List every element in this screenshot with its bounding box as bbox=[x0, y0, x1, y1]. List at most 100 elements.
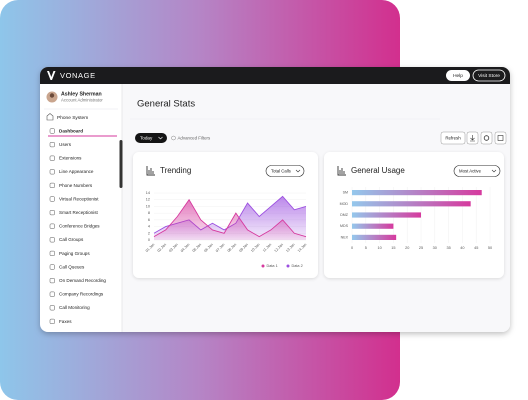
help-label[interactable]: Help bbox=[453, 73, 463, 79]
y-tick-label: 0 bbox=[148, 238, 150, 242]
store-label[interactable]: Visit Store bbox=[478, 73, 500, 79]
bar bbox=[352, 201, 471, 207]
x-tick-label: 40 bbox=[460, 246, 464, 250]
x-tick-label: 45 bbox=[474, 246, 478, 250]
x-tick-label: 25 bbox=[419, 246, 423, 250]
usage-chart: General Usage Most Active 0 5 10 15 20 25 30 35 40… bbox=[337, 165, 501, 250]
user-role: Account Administrator bbox=[61, 98, 103, 103]
trending-card bbox=[133, 152, 318, 278]
nav-item[interactable]: Phone Numbers bbox=[59, 183, 93, 188]
chevron bbox=[491, 169, 497, 173]
nav-item[interactable]: Virtual Receptionist bbox=[59, 196, 99, 201]
nav-item[interactable]: Faxes bbox=[59, 319, 72, 324]
logo-mark bbox=[47, 71, 56, 80]
x-tick-label: 07 Jan bbox=[215, 243, 225, 253]
card-title: General Usage bbox=[351, 166, 405, 175]
nav-icon bbox=[49, 182, 55, 188]
x-tick-label: 12 Jan bbox=[274, 243, 284, 253]
date-filter-label[interactable]: Today bbox=[140, 135, 153, 140]
download-icon bbox=[470, 135, 475, 142]
page-title: General Stats bbox=[137, 99, 195, 110]
legend-label: Data 2 bbox=[292, 264, 303, 268]
nav-item[interactable]: Call Queues bbox=[59, 264, 85, 269]
x-tick-label: 06 Jan bbox=[203, 243, 213, 253]
filter-icon bbox=[171, 135, 176, 141]
store-button[interactable] bbox=[472, 69, 506, 82]
nav-icon bbox=[49, 128, 55, 134]
chevron bbox=[295, 169, 301, 173]
nav-icon bbox=[49, 210, 55, 216]
x-tick-label: 03 Jan bbox=[168, 243, 178, 253]
refresh-button[interactable] bbox=[440, 131, 466, 145]
x-tick-label: 04 Jan bbox=[180, 243, 190, 253]
x-tick-label: 14 Jan bbox=[297, 243, 307, 253]
nav-item[interactable]: Dashboard bbox=[59, 128, 83, 133]
bar bbox=[352, 223, 394, 229]
nav-icon bbox=[49, 237, 55, 243]
nav-icon bbox=[49, 278, 55, 284]
y-tick-label: SM bbox=[343, 191, 348, 195]
x-tick-label: 02 Jan bbox=[157, 243, 167, 253]
nav-item[interactable]: Extensions bbox=[59, 156, 82, 161]
y-tick-label: MOD bbox=[340, 202, 349, 206]
nav-item[interactable]: Paging Groups bbox=[59, 251, 90, 256]
y-tick-label: NEX bbox=[341, 235, 349, 239]
nav-item[interactable]: Call Monitoring bbox=[59, 305, 90, 310]
nav-icon bbox=[49, 291, 55, 297]
chevron bbox=[158, 136, 163, 140]
nav-item[interactable]: Line Appearance bbox=[59, 169, 94, 174]
x-tick-label: 13 Jan bbox=[285, 243, 295, 253]
nav-icon bbox=[49, 305, 55, 311]
refresh-label[interactable]: Refresh bbox=[445, 135, 461, 140]
legend-swatch bbox=[286, 264, 290, 268]
bar bbox=[352, 190, 482, 196]
y-tick-label: 6 bbox=[148, 218, 150, 222]
nav-item[interactable]: Smart Receptionist bbox=[59, 210, 99, 215]
settings-button[interactable] bbox=[480, 131, 493, 145]
user-name: Ashley Sherman bbox=[61, 91, 102, 97]
x-tick-label: 15 bbox=[391, 246, 395, 250]
nav-list: Dashboard Users Extensions Line Appearance P… bbox=[48, 128, 117, 324]
x-tick-label: 30 bbox=[433, 246, 437, 250]
nav-item[interactable]: Conference Bridges bbox=[59, 224, 100, 229]
settings-icon bbox=[483, 135, 490, 141]
x-tick-label: 0 bbox=[351, 246, 353, 250]
y-tick-label: 4 bbox=[148, 225, 150, 229]
section-title[interactable]: Phone System bbox=[57, 115, 88, 121]
y-tick-label: 8 bbox=[148, 211, 150, 215]
chart-icon bbox=[337, 166, 346, 176]
advanced-filters[interactable]: Advanced Filters bbox=[178, 135, 212, 140]
nav-item[interactable]: Call Groups bbox=[59, 237, 84, 242]
x-tick-label: 20 bbox=[405, 246, 409, 250]
nav-item[interactable]: Company Recordings bbox=[59, 292, 104, 297]
nav-item[interactable]: Users bbox=[59, 142, 72, 147]
x-tick-label: 35 bbox=[446, 246, 450, 250]
x-tick-label: 10 bbox=[377, 246, 381, 250]
layout-icon bbox=[497, 135, 504, 141]
dropdown-label[interactable]: Most Active bbox=[459, 168, 482, 173]
bar bbox=[352, 234, 397, 240]
nav-icon bbox=[49, 264, 55, 270]
y-tick-label: 10 bbox=[146, 204, 150, 208]
help-button[interactable] bbox=[446, 70, 470, 81]
layout-button[interactable] bbox=[494, 131, 507, 145]
nav-icon bbox=[49, 250, 55, 256]
dropdown[interactable] bbox=[265, 165, 305, 177]
legend-label: Data 1 bbox=[267, 264, 278, 268]
x-tick-label: 09 Jan bbox=[238, 243, 248, 253]
series-line bbox=[153, 198, 307, 238]
brand: VONAGE bbox=[60, 71, 96, 80]
date-filter[interactable] bbox=[135, 133, 167, 143]
x-tick-label: 08 Jan bbox=[227, 243, 237, 253]
nav-icon bbox=[49, 196, 55, 202]
nav-icon bbox=[49, 318, 55, 324]
dropdown[interactable] bbox=[453, 165, 501, 177]
area-fill bbox=[154, 199, 306, 240]
trending-chart: Trending Total Calls 0 2 4 6 8 10 12 14 01 Jan 02 J… bbox=[145, 165, 307, 268]
nav-item[interactable]: On Demand Recording bbox=[59, 278, 106, 283]
dropdown-label[interactable]: Total Calls bbox=[271, 168, 291, 173]
x-tick-label: 01 Jan bbox=[145, 243, 155, 253]
scrollbar[interactable] bbox=[119, 140, 123, 188]
x-tick-label: 50 bbox=[488, 246, 492, 250]
